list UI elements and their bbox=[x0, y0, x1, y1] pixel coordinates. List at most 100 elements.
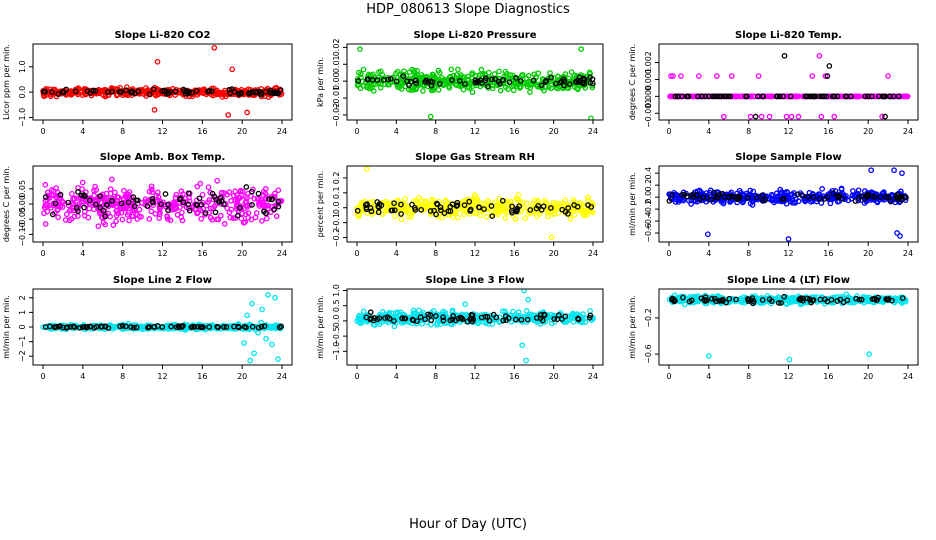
panel-title: Slope Li-820 Temp. bbox=[735, 30, 842, 41]
data-point bbox=[713, 73, 720, 79]
data-point-black bbox=[409, 201, 415, 208]
data-point-black bbox=[109, 197, 115, 204]
data-point bbox=[47, 202, 53, 209]
data-point-black bbox=[542, 79, 549, 85]
data-point-black bbox=[81, 204, 87, 211]
data-point bbox=[788, 191, 794, 198]
data-point-black bbox=[354, 207, 361, 214]
data-point-black bbox=[158, 201, 164, 208]
data-point bbox=[747, 113, 754, 120]
data-point-black bbox=[364, 76, 371, 83]
data-point bbox=[224, 205, 231, 212]
data-point bbox=[259, 218, 265, 224]
data-point bbox=[795, 113, 802, 120]
data-point-black bbox=[467, 316, 473, 323]
data-point bbox=[167, 217, 174, 224]
data-point-black bbox=[261, 323, 268, 329]
x-tick-label: 0 bbox=[666, 127, 671, 136]
data-point bbox=[217, 212, 224, 219]
data-point-black bbox=[266, 196, 272, 202]
data-point-black bbox=[133, 324, 140, 331]
data-point-outlier bbox=[263, 335, 269, 342]
data-point-black bbox=[81, 192, 87, 198]
data-point bbox=[472, 196, 479, 203]
data-point bbox=[503, 73, 510, 80]
data-point-outlier bbox=[523, 357, 529, 364]
data-point bbox=[453, 75, 460, 81]
data-point-black bbox=[258, 323, 265, 330]
y-axis-label: ml/min per min. bbox=[628, 295, 637, 359]
data-point-black bbox=[503, 317, 509, 324]
data-point-black bbox=[391, 318, 397, 324]
data-point bbox=[245, 214, 252, 221]
data-point-black bbox=[427, 78, 434, 85]
data-point bbox=[461, 211, 467, 218]
data-point-black bbox=[835, 194, 841, 201]
data-point-black bbox=[368, 208, 375, 215]
data-point-black bbox=[776, 93, 783, 100]
data-point bbox=[107, 190, 114, 197]
data-point-black bbox=[447, 203, 454, 210]
data-point-black bbox=[427, 208, 434, 214]
y-axis-label: kPa per min. bbox=[316, 57, 325, 107]
data-point bbox=[114, 203, 120, 210]
data-point-black bbox=[499, 197, 506, 204]
x-tick-label: 8 bbox=[433, 249, 438, 258]
data-point-black bbox=[42, 88, 48, 95]
data-point bbox=[370, 88, 377, 94]
data-point bbox=[137, 324, 143, 331]
data-point-black bbox=[236, 90, 243, 97]
data-point-black bbox=[794, 191, 801, 198]
data-point-black bbox=[500, 317, 507, 324]
data-point-black bbox=[185, 90, 192, 97]
data-point bbox=[76, 200, 83, 207]
data-point bbox=[96, 210, 103, 217]
data-point-black bbox=[830, 190, 836, 197]
data-point-black bbox=[548, 205, 554, 211]
data-point bbox=[357, 208, 364, 215]
data-point-black bbox=[862, 93, 869, 100]
y-tick-label: 0.01 bbox=[332, 55, 341, 73]
data-point bbox=[855, 187, 862, 194]
data-point-black bbox=[456, 77, 463, 84]
data-point bbox=[789, 200, 796, 206]
y-tick-label: 0.05 bbox=[18, 180, 27, 198]
data-point-black bbox=[226, 86, 233, 93]
data-point-black bbox=[454, 199, 461, 206]
data-point bbox=[521, 204, 527, 211]
panel-title: Slope Line 4 (LT) Flow bbox=[727, 275, 850, 286]
points-group bbox=[41, 176, 285, 230]
data-point-black bbox=[434, 201, 441, 208]
y-tick-label: −0.2 bbox=[644, 199, 653, 218]
data-point bbox=[767, 93, 774, 100]
data-point bbox=[130, 213, 136, 219]
data-point-black bbox=[683, 193, 690, 200]
panel-1: Slope Li-820 CO2 Licor ppm per min. 0 4 8 12 1… bbox=[2, 30, 293, 136]
data-point-black bbox=[271, 90, 278, 96]
data-point-black bbox=[185, 190, 192, 197]
data-point bbox=[769, 195, 776, 202]
data-point-black bbox=[450, 313, 456, 319]
data-point bbox=[533, 213, 540, 220]
data-point-outlier bbox=[272, 294, 278, 301]
data-point-black bbox=[71, 324, 78, 330]
data-point-black bbox=[725, 194, 732, 201]
points-group bbox=[40, 44, 285, 118]
data-point bbox=[227, 214, 234, 221]
data-point-black bbox=[144, 203, 151, 209]
data-point bbox=[108, 176, 115, 183]
data-point-black bbox=[119, 323, 126, 329]
data-point bbox=[668, 73, 674, 79]
x-tick-label: 4 bbox=[706, 127, 711, 136]
data-point-black bbox=[781, 196, 787, 202]
data-point bbox=[392, 213, 398, 220]
y-tick-label: −0.02 bbox=[332, 103, 341, 128]
data-point-black bbox=[868, 93, 875, 100]
data-point-black bbox=[680, 294, 686, 301]
data-point-black bbox=[150, 86, 157, 93]
data-point bbox=[414, 67, 421, 74]
x-tick-label: 20 bbox=[237, 249, 247, 258]
data-point bbox=[69, 190, 75, 197]
y-tick-label: 0.001 bbox=[644, 68, 653, 91]
data-point-black bbox=[703, 297, 710, 304]
